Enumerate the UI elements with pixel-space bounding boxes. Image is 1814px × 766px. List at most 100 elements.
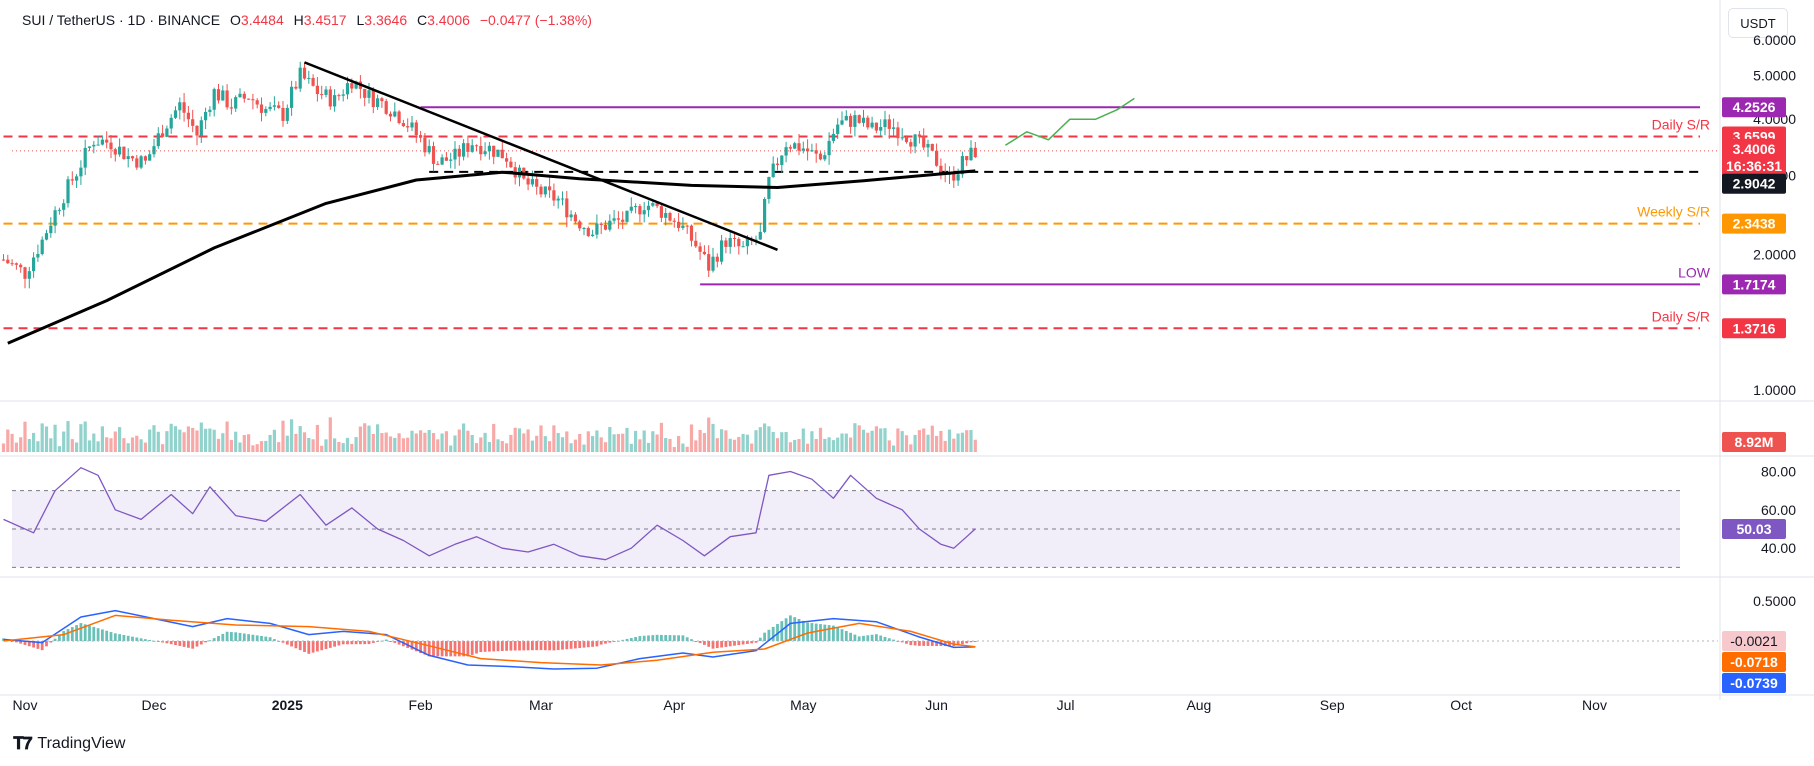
level-annotation: Daily S/R <box>1652 308 1710 324</box>
macd-histogram-bar <box>337 641 341 646</box>
macd-histogram-bar <box>733 641 736 646</box>
macd-histogram-bar <box>238 632 242 641</box>
macd-line-badge: -0.0739 <box>1730 675 1778 691</box>
macd-histogram-bar <box>488 641 491 652</box>
month-tick: Apr <box>663 697 685 713</box>
volume-bar <box>135 435 139 452</box>
volume-bar <box>814 438 818 452</box>
candle-body <box>900 137 904 139</box>
brand-name[interactable]: TradingView <box>37 735 126 752</box>
level-annotation: Daily S/R <box>1652 117 1710 133</box>
macd-histogram-bar <box>212 638 216 641</box>
volume-bar <box>307 438 311 452</box>
macd-histogram-bar <box>703 641 706 645</box>
macd-histogram-bar <box>853 634 857 641</box>
volume-bar <box>750 443 754 452</box>
macd-histogram-bar <box>273 639 276 641</box>
candle-body <box>810 150 814 152</box>
volume-bar <box>401 438 405 452</box>
month-tick: 2025 <box>272 697 303 713</box>
volume-bar <box>969 430 973 452</box>
macd-histogram-bar <box>543 641 547 651</box>
macd-histogram-bar <box>221 633 225 641</box>
macd-histogram-bar <box>849 632 852 641</box>
candle-body <box>917 134 921 137</box>
candle-body <box>191 119 195 126</box>
macd-histogram-bar <box>346 641 349 645</box>
level-badge: 2.3438 <box>1733 216 1776 232</box>
volume-bar <box>242 435 246 452</box>
macd-histogram-bar <box>784 618 788 641</box>
volume-bar <box>178 429 182 452</box>
macd-histogram-bar <box>875 634 878 641</box>
macd-histogram-bar <box>698 641 702 643</box>
candle-body <box>659 206 663 218</box>
candle-body <box>462 143 466 157</box>
macd-histogram-bar <box>715 641 719 649</box>
candle-body <box>874 122 878 131</box>
macd-histogram-bar <box>350 641 354 645</box>
volume-bar <box>345 437 350 452</box>
macd-histogram-bar <box>814 623 818 641</box>
candle-body <box>638 206 642 215</box>
candle-body <box>229 107 233 109</box>
macd-histogram-bar <box>19 641 23 644</box>
candle-body <box>423 137 427 153</box>
candle-body <box>204 111 208 121</box>
macd-histogram-bar <box>79 623 83 641</box>
candle-body <box>668 213 672 221</box>
macd-histogram-bar <box>930 641 934 646</box>
month-tick: Aug <box>1186 697 1211 713</box>
volume-bar <box>496 439 500 452</box>
candle-body <box>410 122 414 128</box>
candle-body <box>922 136 926 148</box>
macd-signal-badge-bg <box>1722 652 1786 672</box>
volume-bar <box>522 433 526 452</box>
candle-body <box>483 151 487 155</box>
month-tick: Nov <box>13 697 38 713</box>
volume-bar <box>225 421 229 452</box>
candle-body <box>139 156 143 168</box>
volume-badge: 8.92M <box>1735 434 1774 450</box>
candle-body <box>135 158 139 168</box>
volume-bar <box>173 426 178 452</box>
macd-histogram-bar <box>651 635 655 641</box>
candle-body <box>960 156 964 175</box>
volume-bar <box>479 437 483 452</box>
candle-body <box>780 155 784 166</box>
volume-bar <box>771 431 775 452</box>
candle-body <box>221 90 225 101</box>
macd-histogram-bar <box>70 627 74 641</box>
candle-body <box>105 139 109 143</box>
macd-histogram-bar <box>866 635 870 641</box>
candle-body <box>225 90 229 108</box>
candle-body <box>440 157 444 165</box>
macd-histogram-bar <box>208 640 212 642</box>
volume-bar <box>57 446 61 452</box>
level-badge-bg <box>1722 274 1786 295</box>
macd-histogram-bar <box>199 641 203 645</box>
month-tick: Nov <box>1582 697 1607 713</box>
macd-histogram-bar <box>15 641 18 643</box>
macd-histogram-bar <box>832 625 835 641</box>
macd-histogram-bar <box>513 641 517 651</box>
volume-bar <box>655 434 659 452</box>
candle-body <box>350 83 354 89</box>
currency-button[interactable]: USDT <box>1728 8 1788 38</box>
volume-bar <box>505 443 509 452</box>
candle-body <box>969 147 973 161</box>
macd-histogram-bar <box>789 615 792 641</box>
macd-histogram-bar <box>462 641 465 657</box>
candle-body <box>857 115 861 123</box>
macd-histogram-bar <box>900 641 904 643</box>
current-price-badge: 3.4006 <box>1733 141 1776 157</box>
candle-body <box>255 100 259 105</box>
macd-histogram-bar <box>316 641 319 652</box>
macd-histogram-bar <box>333 641 336 647</box>
volume-bar <box>685 446 689 452</box>
volume-bar <box>139 439 143 452</box>
volume-bar <box>126 443 130 452</box>
macd-histogram-bar <box>131 636 134 641</box>
candle-body <box>397 111 401 124</box>
